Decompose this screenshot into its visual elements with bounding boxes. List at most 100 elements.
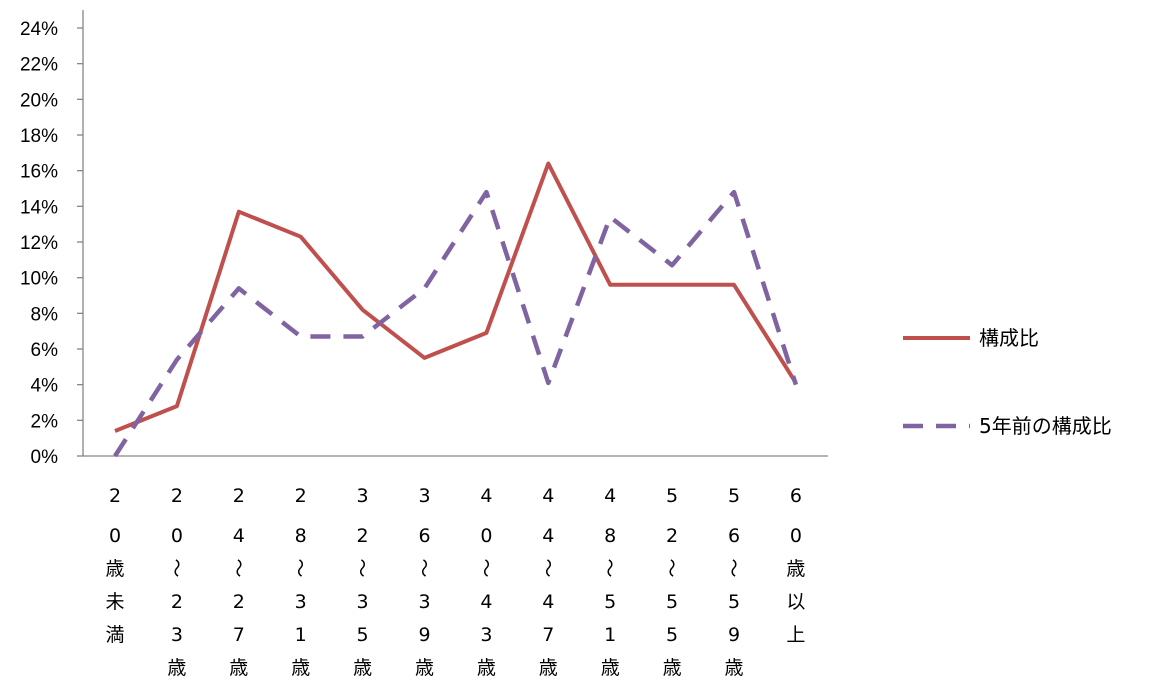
x-category-char: 歳 — [786, 558, 805, 580]
x-category-label: 2 8 〜 3 1 歳 — [289, 485, 311, 679]
x-category-range-mark: 〜 — [413, 558, 435, 577]
x-category-char: 歳 — [477, 657, 496, 679]
series-line-5yrs-ago — [113, 189, 799, 458]
x-category-char: 7 — [233, 624, 245, 646]
x-category-label: 6 0 歳以上 — [786, 485, 805, 646]
x-category-char: 4 — [604, 485, 616, 507]
x-category-char: 歳 — [601, 657, 620, 679]
x-category-char: 1 — [295, 624, 307, 646]
x-category-char: 歳 — [229, 657, 248, 679]
y-tick-label: 10% — [20, 269, 58, 290]
x-category-char: 歳 — [291, 657, 310, 679]
x-category-char: 2 — [233, 485, 245, 507]
x-category-char: 4 — [542, 591, 554, 613]
y-tick-label: 18% — [20, 126, 58, 147]
y-tick-label: 6% — [31, 340, 59, 361]
y-tick-label: 14% — [20, 197, 58, 218]
x-category-label: 3 6 〜 3 9 歳 — [413, 485, 435, 679]
x-category-range-mark: 〜 — [227, 558, 249, 577]
x-axis-category-labels: 20歳未満20〜23歳24〜27歳28〜31歳32〜35歳36〜39歳40〜43… — [105, 485, 805, 679]
x-category-char: 歳 — [105, 558, 124, 580]
y-tick-label: 22% — [20, 55, 58, 76]
x-category-char: 1 — [604, 624, 616, 646]
x-category-char: 6 — [728, 525, 740, 547]
x-category-label: 4 8 〜 5 1 歳 — [598, 485, 620, 679]
x-category-char: 5 — [666, 485, 678, 507]
y-tick-label: 2% — [31, 411, 59, 432]
x-category-char: 歳 — [353, 657, 372, 679]
x-category-char: 4 — [480, 485, 492, 507]
x-category-char: 0 — [171, 525, 183, 547]
axes — [82, 10, 828, 457]
x-category-char: 4 — [542, 485, 554, 507]
legend-label: 構成比 — [979, 326, 1039, 350]
x-category-range-mark: 〜 — [536, 558, 558, 577]
x-category-char: 5 — [666, 591, 678, 613]
legend: 構成比 5年前の構成比 — [903, 326, 1112, 438]
series-lines — [113, 161, 799, 458]
x-category-label: 3 2 〜 3 5 歳 — [351, 485, 373, 679]
x-category-char: 3 — [171, 624, 183, 646]
x-category-char: 0 — [480, 525, 492, 547]
x-category-char: 2 — [666, 525, 678, 547]
x-category-label: 4 4 〜 4 7 歳 — [536, 485, 558, 679]
y-tick-label: 20% — [20, 90, 58, 111]
y-tick-label: 12% — [20, 233, 58, 254]
x-category-char: 5 — [666, 624, 678, 646]
x-category-label: 2 0 〜 2 3 歳 — [165, 485, 187, 679]
x-category-label: 2 0 歳未満 — [105, 485, 124, 646]
x-category-label: 5 2 〜 5 5 歳 — [660, 485, 682, 679]
x-category-char: 歳 — [539, 657, 558, 679]
x-category-char: 歳 — [724, 657, 743, 679]
x-category-char: 2 — [171, 591, 183, 613]
x-category-char: 5 — [604, 591, 616, 613]
x-category-range-mark: 〜 — [289, 558, 311, 577]
x-category-char: 9 — [728, 624, 740, 646]
x-category-range-mark: 〜 — [165, 558, 187, 577]
x-category-char: 4 — [233, 525, 245, 547]
x-category-char: 5 — [728, 485, 740, 507]
x-category-char: 0 — [790, 525, 802, 547]
x-category-char: 3 — [418, 591, 430, 613]
y-tick-label: 0% — [31, 447, 59, 468]
x-category-char: 満 — [105, 624, 124, 646]
x-category-char: 3 — [480, 624, 492, 646]
x-category-char: 5 — [728, 591, 740, 613]
legend-item: 構成比 — [903, 326, 1039, 350]
x-category-char: 7 — [542, 624, 554, 646]
x-category-char: 以 — [786, 591, 805, 613]
x-category-char: 歳 — [415, 657, 434, 679]
y-tick-label: 4% — [31, 376, 59, 397]
x-category-char: 歳 — [663, 657, 682, 679]
x-category-char: 上 — [786, 624, 805, 646]
y-tick-label: 16% — [20, 162, 58, 183]
x-category-char: 8 — [295, 525, 307, 547]
x-category-char: 9 — [418, 624, 430, 646]
x-category-char: 8 — [604, 525, 616, 547]
x-category-char: 3 — [418, 485, 430, 507]
x-category-range-mark: 〜 — [474, 558, 496, 577]
x-category-range-mark: 〜 — [722, 558, 744, 577]
x-category-range-mark: 〜 — [351, 558, 373, 577]
y-tick-label: 8% — [31, 304, 59, 325]
x-category-char: 2 — [171, 485, 183, 507]
y-axis-ticks: 0% 2% 4% 6% 8% 10% 12% 14% 16% 18% 20% 22% 24% — [20, 19, 83, 468]
legend-label: 5年前の構成比 — [979, 414, 1112, 438]
x-category-range-mark: 〜 — [598, 558, 620, 577]
x-category-char: 2 — [109, 485, 121, 507]
y-tick-label: 24% — [20, 19, 58, 40]
x-category-char: 4 — [542, 525, 554, 547]
legend-item: 5年前の構成比 — [903, 414, 1112, 438]
x-category-label: 4 0 〜 4 3 歳 — [474, 485, 496, 679]
x-category-label: 2 4 〜 2 7 歳 — [227, 485, 249, 679]
x-category-char: 未 — [105, 591, 124, 613]
x-category-char: 3 — [357, 591, 369, 613]
x-category-char: 4 — [480, 591, 492, 613]
series-line-current — [114, 161, 798, 433]
x-category-char: 3 — [295, 591, 307, 613]
x-category-char: 2 — [357, 525, 369, 547]
x-category-char: 3 — [357, 485, 369, 507]
x-category-char: 5 — [357, 624, 369, 646]
x-category-char: 2 — [233, 591, 245, 613]
